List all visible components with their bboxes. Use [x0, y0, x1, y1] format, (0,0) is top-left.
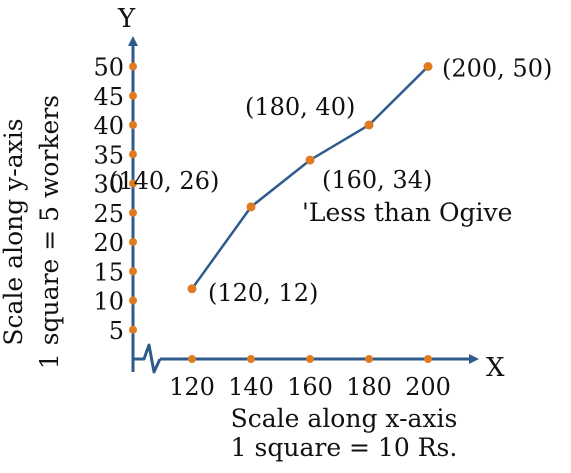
series-annotation: 'Less than Ogive: [302, 198, 512, 227]
y-tick-mark: [129, 121, 137, 129]
x-tick-mark: [365, 355, 373, 363]
data-point: [246, 202, 256, 212]
y-tick-mark: [129, 179, 137, 188]
x-tick-label: 120: [169, 373, 215, 401]
x-axis-title-line1: Scale along x-axis: [231, 404, 458, 433]
series-group: (120, 12) (140, 26) (160, 34) (180, 40) (200…: [109, 55, 552, 307]
x-tick-mark: [424, 355, 432, 363]
x-tick-label: 180: [346, 373, 392, 401]
data-point: [364, 120, 374, 130]
y-axis-title-line1: Scale along y-axis: [0, 118, 28, 345]
x-tick-label: 160: [287, 373, 333, 401]
y-tick-mark: [129, 325, 137, 334]
y-tick-label: 35: [93, 141, 124, 169]
data-point: [423, 62, 433, 71]
y-axis-title: Scale along y-axis 1 square = 5 workers: [0, 95, 64, 369]
x-axis-title-line2: 1 square = 10 Rs.: [231, 433, 458, 462]
y-tick-mark: [129, 150, 137, 159]
x-tick-mark: [247, 355, 255, 363]
y-tick-mark: [129, 238, 137, 246]
x-tick-label: 200: [405, 373, 451, 401]
y-tick-label: 30: [93, 171, 124, 199]
axis-break-mark: [133, 343, 162, 374]
x-tick-mark: [188, 355, 196, 363]
data-point: [305, 155, 315, 165]
x-axis-letter: X: [486, 353, 505, 383]
data-point-label: (200, 50): [442, 55, 552, 83]
x-tick-group: 120 140 160 180 200: [169, 355, 451, 401]
data-point-label: (160, 34): [322, 166, 432, 194]
y-tick-label: 15: [93, 258, 124, 286]
x-tick-label: 140: [228, 373, 274, 401]
y-tick-label: 50: [93, 54, 124, 82]
data-point-label: (180, 40): [245, 93, 355, 121]
y-axis-letter: Y: [117, 4, 136, 34]
y-tick-mark: [129, 267, 137, 276]
y-tick-label: 45: [93, 83, 124, 111]
y-tick-mark: [129, 62, 137, 71]
y-tick-mark: [129, 296, 137, 305]
x-tick-mark: [306, 355, 314, 363]
y-tick-label: 10: [93, 288, 124, 316]
data-point-label: (140, 26): [109, 167, 219, 195]
data-point-label: (120, 12): [208, 279, 318, 307]
y-tick-mark: [129, 91, 137, 100]
y-axis-title-line2: 1 square = 5 workers: [35, 95, 64, 369]
y-tick-label: 20: [93, 229, 124, 257]
y-tick-label: 40: [93, 112, 124, 140]
y-tick-label: 25: [93, 200, 124, 228]
data-point: [187, 284, 197, 294]
y-tick-label: 5: [109, 317, 124, 345]
y-tick-mark: [129, 208, 137, 217]
